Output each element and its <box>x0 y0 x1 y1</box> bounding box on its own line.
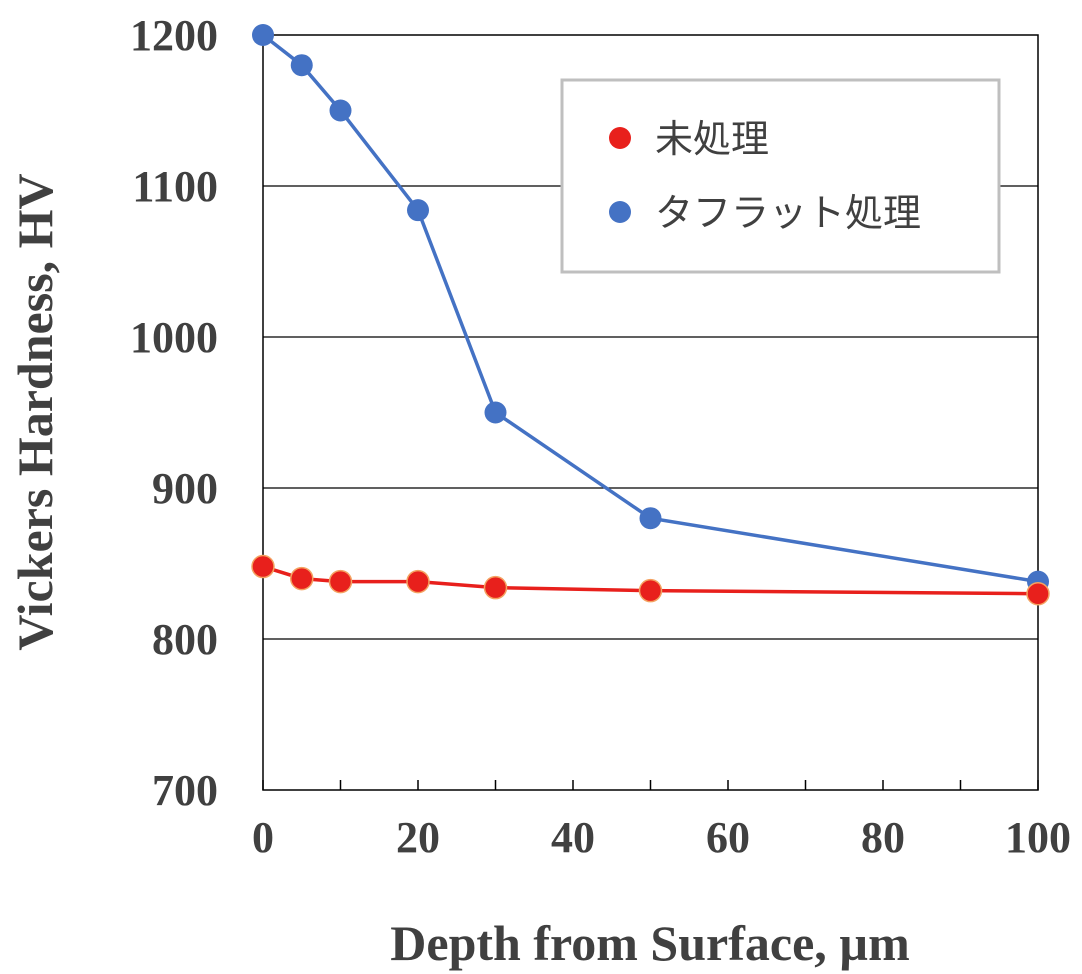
data-point <box>484 401 507 424</box>
x-tick-label: 60 <box>706 813 750 862</box>
data-point <box>328 569 353 594</box>
y-tick-label: 1100 <box>132 162 218 211</box>
legend-box <box>560 78 1001 274</box>
data-point <box>251 554 275 579</box>
data-point <box>290 566 314 591</box>
legend-label-untreated: 未処理 <box>655 117 769 161</box>
data-point <box>638 578 663 603</box>
legend-marker-tufftride <box>609 201 631 223</box>
legend: 未処理 タフラット処理 <box>560 78 1001 274</box>
y-axis-title: Vickers Hardness, HV <box>7 173 63 650</box>
series-0 <box>251 554 1050 606</box>
series-layer <box>251 24 1050 606</box>
data-point <box>407 199 429 222</box>
x-tick-label: 20 <box>396 813 440 862</box>
legend-marker-untreated <box>609 127 631 149</box>
data-point <box>252 24 274 46</box>
x-tick-label: 0 <box>252 813 274 862</box>
x-tick-label: 40 <box>551 813 595 862</box>
x-axis-ticks <box>262 780 1039 790</box>
x-axis-title: Depth from Surface, µm <box>390 915 909 971</box>
y-tick-label: 900 <box>152 464 218 513</box>
legend-label-tufftride: タフラット処理 <box>655 191 921 235</box>
y-tick-label: 700 <box>152 766 218 815</box>
y-tick-label: 800 <box>152 615 218 664</box>
data-point <box>406 569 430 594</box>
data-point <box>290 54 313 77</box>
data-point <box>483 575 508 600</box>
y-tick-label: 1200 <box>130 11 218 60</box>
data-point <box>329 99 352 122</box>
y-tick-label: 1000 <box>130 313 218 362</box>
x-tick-label: 100 <box>1005 813 1071 862</box>
data-point <box>639 507 662 530</box>
data-point <box>1026 581 1050 606</box>
x-tick-label: 80 <box>861 813 905 862</box>
